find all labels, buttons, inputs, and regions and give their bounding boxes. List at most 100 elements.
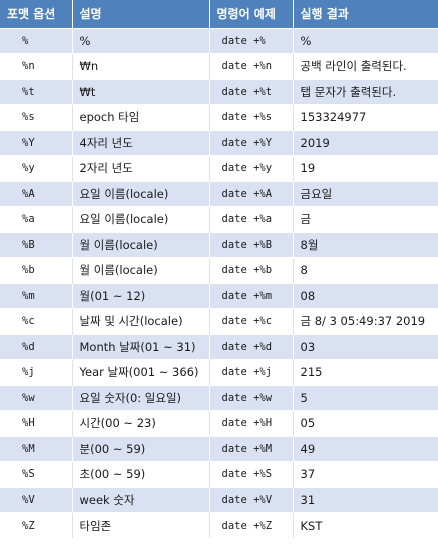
description-cell: week 숫자 [72, 486, 210, 513]
table-row: %n ₩n date +%n 공백 라인이 출력된다. [0, 53, 438, 79]
table-row: %c 날짜 및 시간(locale) date +%c 금 8/ 3 05:49:37… [0, 308, 438, 334]
format-option-cell: %Y [0, 129, 73, 156]
table-row: %w 요일 숫자(0: 일요일) date +%w 5 [0, 384, 438, 411]
format-option-cell: %B [0, 231, 73, 258]
table-row: %S 초(00 ~ 59) date +%S 37 [0, 461, 438, 487]
table-row: %b 월 이름(locale) date +%b 8 [0, 257, 438, 283]
table-row: %s epoch 타임 date +%s 153324977 [0, 104, 438, 130]
format-option-cell: %a [0, 206, 73, 232]
description-cell: 2자리 년도 [72, 155, 210, 181]
format-option-cell: %m [0, 282, 73, 309]
table-row: %a 요일 이름(locale) date +%a 금 [0, 206, 438, 232]
result-cell: 8월 [293, 231, 438, 258]
result-cell: 탭 문자가 출력된다. [293, 78, 438, 105]
table-row: %% date +%% [0, 27, 438, 54]
result-cell: 153324977 [293, 104, 438, 130]
format-option-cell: %S [0, 461, 73, 487]
command-example-cell: date +%j [209, 359, 294, 385]
header-result: 실행 결과 [293, 0, 438, 28]
result-cell: 금 8/ 3 05:49:37 2019 [293, 308, 438, 334]
format-option-cell: %H [0, 410, 73, 436]
table-row: %d Month 날짜(01 ~ 31) date +%d 03 [0, 333, 438, 360]
result-cell: 49 [293, 435, 438, 462]
command-example-cell: date +%Z [209, 512, 294, 538]
result-cell: 05 [293, 410, 438, 436]
description-cell: 요일 이름(locale) [72, 180, 210, 207]
format-option-cell: %c [0, 308, 73, 334]
table-row: %t ₩t date +%t 탭 문자가 출력된다. [0, 78, 438, 105]
description-cell: Year 날짜(001 ~ 366) [72, 359, 210, 385]
format-option-cell: %t [0, 78, 73, 105]
command-example-cell: date +%b [209, 257, 294, 283]
table-row: %y 2자리 년도 date +%y 19 [0, 155, 438, 181]
command-example-cell: date +%B [209, 231, 294, 258]
description-cell: 월 이름(locale) [72, 257, 210, 283]
format-option-cell: %M [0, 435, 73, 462]
description-cell: Month 날짜(01 ~ 31) [72, 333, 210, 360]
command-example-cell: date +%A [209, 180, 294, 207]
result-cell: 03 [293, 333, 438, 360]
table-header: 포맷 옵션 설명 명령어 예제 실행 결과 [0, 0, 438, 28]
command-example-cell: date +%y [209, 155, 294, 181]
header-command-example: 명령어 예제 [209, 0, 294, 28]
result-cell: % [293, 27, 438, 54]
description-cell: 초(00 ~ 59) [72, 461, 210, 487]
result-cell: 19 [293, 155, 438, 181]
description-cell: 타임존 [72, 512, 210, 538]
command-example-cell: date +%M [209, 435, 294, 462]
format-option-cell: %y [0, 155, 73, 181]
command-example-cell: date +%n [209, 53, 294, 79]
table-row: %Y 4자리 년도 date +%Y 2019 [0, 129, 438, 156]
description-cell: epoch 타임 [72, 104, 210, 130]
table-row: %Z 타임존 date +%Z KST [0, 512, 438, 538]
format-option-cell: %V [0, 486, 73, 513]
result-cell: 8 [293, 257, 438, 283]
table-body: %% date +%% %n ₩n date +%n 공백 라인이 출력된다. %t ₩t da… [0, 27, 438, 538]
result-cell: KST [293, 512, 438, 538]
command-example-cell: date +%m [209, 282, 294, 309]
command-example-cell: date +%Y [209, 129, 294, 156]
table-row: %m 월(01 ~ 12) date +%m 08 [0, 282, 438, 309]
description-cell: 요일 숫자(0: 일요일) [72, 384, 210, 411]
command-example-cell: date +% [209, 27, 294, 54]
command-example-cell: date +%w [209, 384, 294, 411]
format-option-cell: %w [0, 384, 73, 411]
command-example-cell: date +%c [209, 308, 294, 334]
description-cell: 4자리 년도 [72, 129, 210, 156]
description-cell: 시간(00 ~ 23) [72, 410, 210, 436]
command-example-cell: date +%t [209, 78, 294, 105]
result-cell: 31 [293, 486, 438, 513]
command-example-cell: date +%V [209, 486, 294, 513]
command-example-cell: date +%d [209, 333, 294, 360]
header-row: 포맷 옵션 설명 명령어 예제 실행 결과 [0, 0, 438, 28]
format-option-cell: %A [0, 180, 73, 207]
description-cell: ₩n [72, 53, 210, 79]
command-example-cell: date +%S [209, 461, 294, 487]
description-cell: 분(00 ~ 59) [72, 435, 210, 462]
result-cell: 215 [293, 359, 438, 385]
description-cell: ₩t [72, 78, 210, 105]
header-format-option: 포맷 옵션 [0, 0, 73, 28]
format-option-cell: % [0, 27, 73, 54]
format-option-cell: %b [0, 257, 73, 283]
description-cell: 요일 이름(locale) [72, 206, 210, 232]
format-option-cell: %n [0, 53, 73, 79]
table-row: %M 분(00 ~ 59) date +%M 49 [0, 435, 438, 462]
format-option-cell: %j [0, 359, 73, 385]
description-cell: 월(01 ~ 12) [72, 282, 210, 309]
command-example-cell: date +%s [209, 104, 294, 130]
format-option-cell: %d [0, 333, 73, 360]
description-cell: 월 이름(locale) [72, 231, 210, 258]
result-cell: 금요일 [293, 180, 438, 207]
result-cell: 금 [293, 206, 438, 232]
table-row: %j Year 날짜(001 ~ 366) date +%j 215 [0, 359, 438, 385]
table-row: %A 요일 이름(locale) date +%A 금요일 [0, 180, 438, 207]
result-cell: 공백 라인이 출력된다. [293, 53, 438, 79]
format-option-cell: %s [0, 104, 73, 130]
format-option-cell: %Z [0, 512, 73, 538]
header-description: 설명 [72, 0, 210, 28]
result-cell: 5 [293, 384, 438, 411]
command-example-cell: date +%H [209, 410, 294, 436]
result-cell: 08 [293, 282, 438, 309]
